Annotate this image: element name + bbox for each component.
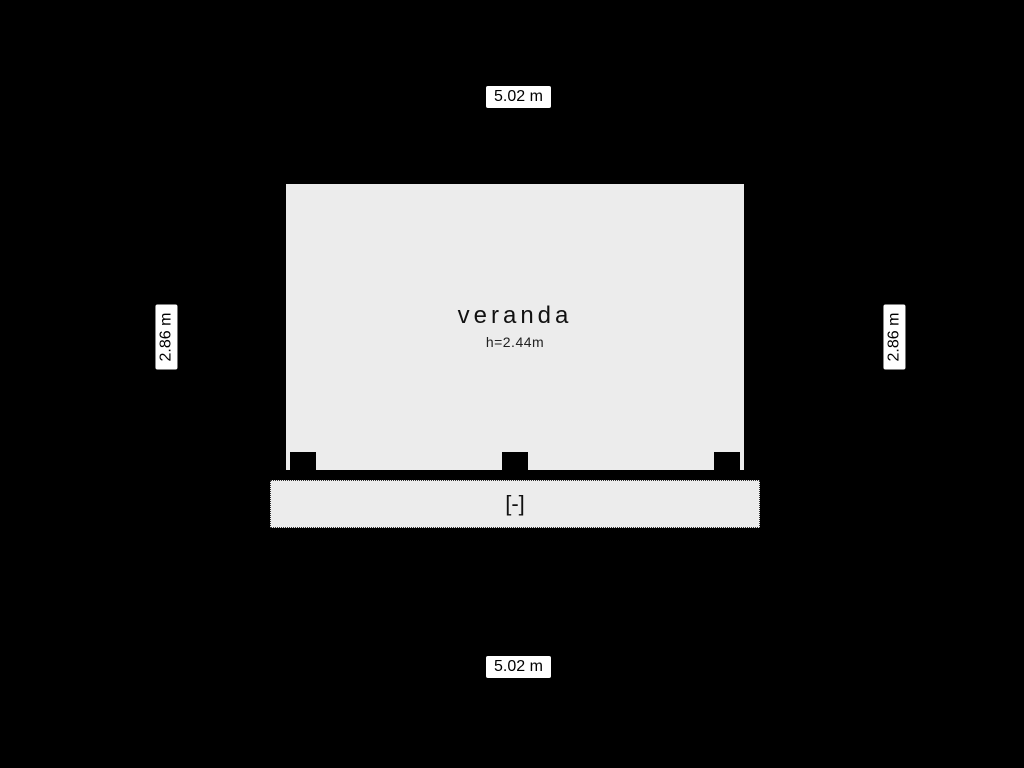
dimension-bottom: 5.02 m — [486, 656, 551, 678]
dimension-left: 2.86 m — [155, 305, 177, 370]
step-label: [-] — [271, 491, 759, 517]
dimension-top: 5.02 m — [486, 86, 551, 108]
room-label: veranda — [286, 302, 744, 330]
step-strip: [-] — [270, 480, 760, 528]
floorplan-canvas: veranda h=2.44m [-] 5.02 m 5.02 m 2.86 m… — [0, 0, 1024, 768]
dimension-right: 2.86 m — [883, 305, 905, 370]
pillar — [714, 452, 740, 474]
pillar — [502, 452, 528, 474]
room-veranda: veranda h=2.44m — [284, 182, 746, 472]
pillar — [290, 452, 316, 474]
room-height-label: h=2.44m — [286, 334, 744, 350]
